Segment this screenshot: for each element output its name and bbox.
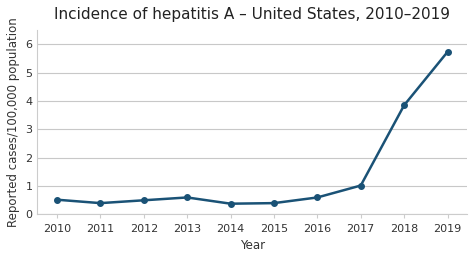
Y-axis label: Reported cases/100,000 population: Reported cases/100,000 population bbox=[7, 17, 20, 227]
Title: Incidence of hepatitis A – United States, 2010–2019: Incidence of hepatitis A – United States… bbox=[54, 7, 450, 22]
X-axis label: Year: Year bbox=[240, 239, 265, 252]
